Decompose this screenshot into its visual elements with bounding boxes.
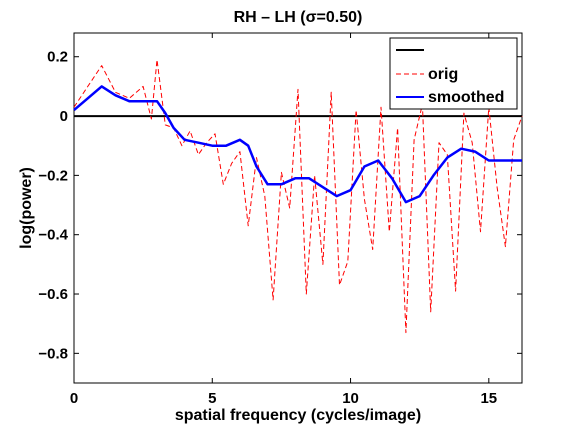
y-tick-label: 0 bbox=[60, 108, 68, 125]
y-axis-title: log(power) bbox=[18, 167, 35, 249]
x-tick-label: 15 bbox=[480, 390, 497, 407]
legend-label-orig: orig bbox=[428, 66, 458, 83]
chart-title: RH – LH (σ=0.50) bbox=[234, 9, 363, 26]
y-tick-label: −0.6 bbox=[38, 286, 68, 303]
x-tick-label: 0 bbox=[70, 390, 78, 407]
y-tick-label: −0.4 bbox=[38, 227, 68, 244]
y-tick-label: −0.2 bbox=[38, 167, 68, 184]
x-axis-title: spatial frequency (cycles/image) bbox=[175, 407, 421, 424]
legend-label-smoothed: smoothed bbox=[428, 89, 504, 106]
x-tick-label: 5 bbox=[208, 390, 216, 407]
x-tick-label: 10 bbox=[342, 390, 359, 407]
legend: orig smoothed bbox=[390, 38, 517, 109]
y-tick-label: −0.8 bbox=[38, 345, 68, 362]
y-tick-label: 0.2 bbox=[47, 49, 68, 66]
